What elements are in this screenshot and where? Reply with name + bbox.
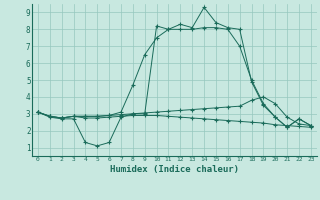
X-axis label: Humidex (Indice chaleur): Humidex (Indice chaleur) [110, 165, 239, 174]
